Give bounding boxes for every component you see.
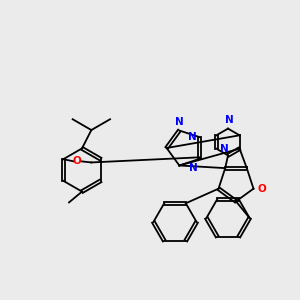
Text: N: N — [175, 117, 184, 127]
Text: N: N — [188, 132, 196, 142]
Text: N: N — [220, 144, 229, 154]
Text: O: O — [73, 156, 82, 167]
Text: N: N — [189, 163, 197, 173]
Text: O: O — [258, 184, 267, 194]
Text: N: N — [225, 115, 234, 125]
